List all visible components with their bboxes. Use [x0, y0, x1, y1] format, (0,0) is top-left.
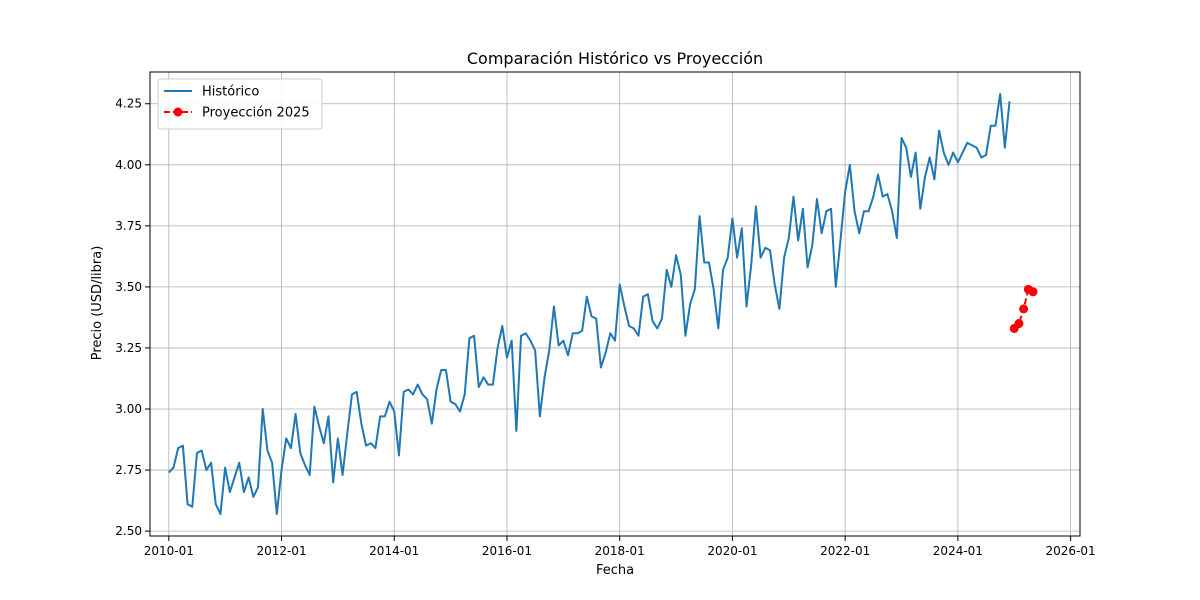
legend-box: [157, 78, 323, 130]
y-tick-label: 2.75: [115, 463, 142, 477]
x-tick-label: 2010-01: [144, 544, 194, 558]
plot-frame: [149, 71, 1081, 537]
legend-label: Proyección 2025: [202, 106, 310, 121]
y-axis-label: Precio (USD/libra): [90, 246, 105, 361]
x-tick-label: 2014-01: [369, 544, 419, 558]
chart-title: Comparación Histórico vs Proyección: [467, 49, 763, 68]
series-point: [1019, 304, 1029, 314]
x-tick-label: 2024-01: [933, 544, 983, 558]
y-tick-label: 4.00: [115, 158, 142, 172]
y-tick-label: 3.50: [115, 280, 142, 294]
y-tick-label: 3.25: [115, 341, 142, 355]
x-tick-label: 2020-01: [707, 544, 757, 558]
legend-marker: [173, 107, 183, 117]
x-tick-label: 2012-01: [256, 544, 306, 558]
x-axis-ticks: 2010-01 2012-01 2014-01 2016-01 2018-01 2020-…: [144, 536, 1096, 558]
legend: Histórico Proyección 2025: [157, 78, 323, 130]
y-axis-ticks: 2.50 2.75 3.00 3.25 3.50 3.75 4.00 4.25: [115, 97, 150, 538]
x-tick-label: 2022-01: [820, 544, 870, 558]
y-tick-label: 3.00: [115, 402, 142, 416]
series-point: [1014, 319, 1024, 329]
x-tick-label: 2016-01: [482, 544, 532, 558]
grid: [150, 72, 1080, 536]
series-point: [1028, 287, 1038, 297]
y-tick-label: 3.75: [115, 219, 142, 233]
legend-label: Histórico: [202, 85, 259, 100]
y-tick-label: 2.50: [115, 524, 142, 538]
x-axis-label: Fecha: [596, 563, 634, 578]
x-tick-label: 2018-01: [595, 544, 645, 558]
x-tick-label: 2026-01: [1046, 544, 1096, 558]
y-tick-label: 4.25: [115, 97, 142, 111]
plot-series: [168, 92, 1038, 516]
series-line-0: [168, 92, 1011, 516]
